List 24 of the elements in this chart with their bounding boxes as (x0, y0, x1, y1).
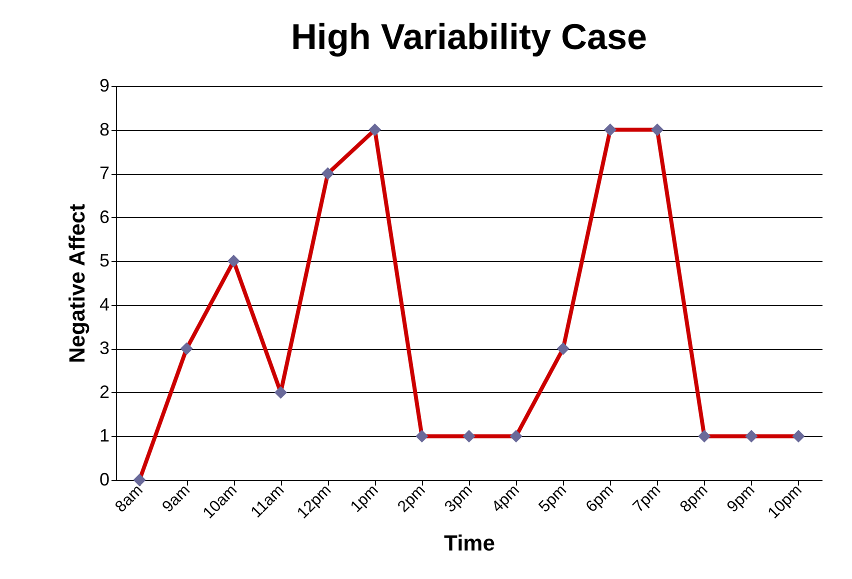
y-tick-label: 4 (99, 294, 110, 314)
x-tick-label: 4pm (488, 482, 523, 516)
x-tick-label: 8pm (677, 482, 712, 516)
x-tick-label: 9pm (724, 482, 758, 516)
x-tick-label: 9am (159, 482, 194, 516)
x-tick-label: 5pm (536, 482, 570, 516)
y-tick-label: 1 (99, 426, 110, 446)
y-tick-label: 3 (99, 338, 110, 358)
y-tick-label: 5 (99, 250, 110, 271)
y-axis-title: Negative Affect (64, 203, 90, 364)
y-tick-label: 8 (99, 119, 110, 140)
x-tick-label: 2pm (394, 482, 429, 516)
chart-title: High Variability Case (290, 16, 648, 57)
x-tick-label: 3pm (442, 482, 476, 516)
x-tick-label: 1pm (348, 482, 382, 516)
x-tick-label: 6pm (583, 482, 618, 516)
y-tick-label: 9 (99, 76, 110, 96)
y-tick-label: 2 (99, 382, 110, 402)
x-axis-title: Time (444, 530, 495, 556)
y-tick-label: 0 (99, 470, 110, 490)
y-tick-label: 6 (99, 206, 110, 227)
y-tick-label: 7 (99, 163, 110, 184)
x-tick-label: 7pm (630, 482, 664, 516)
x-tick-label: 8am (112, 482, 146, 516)
